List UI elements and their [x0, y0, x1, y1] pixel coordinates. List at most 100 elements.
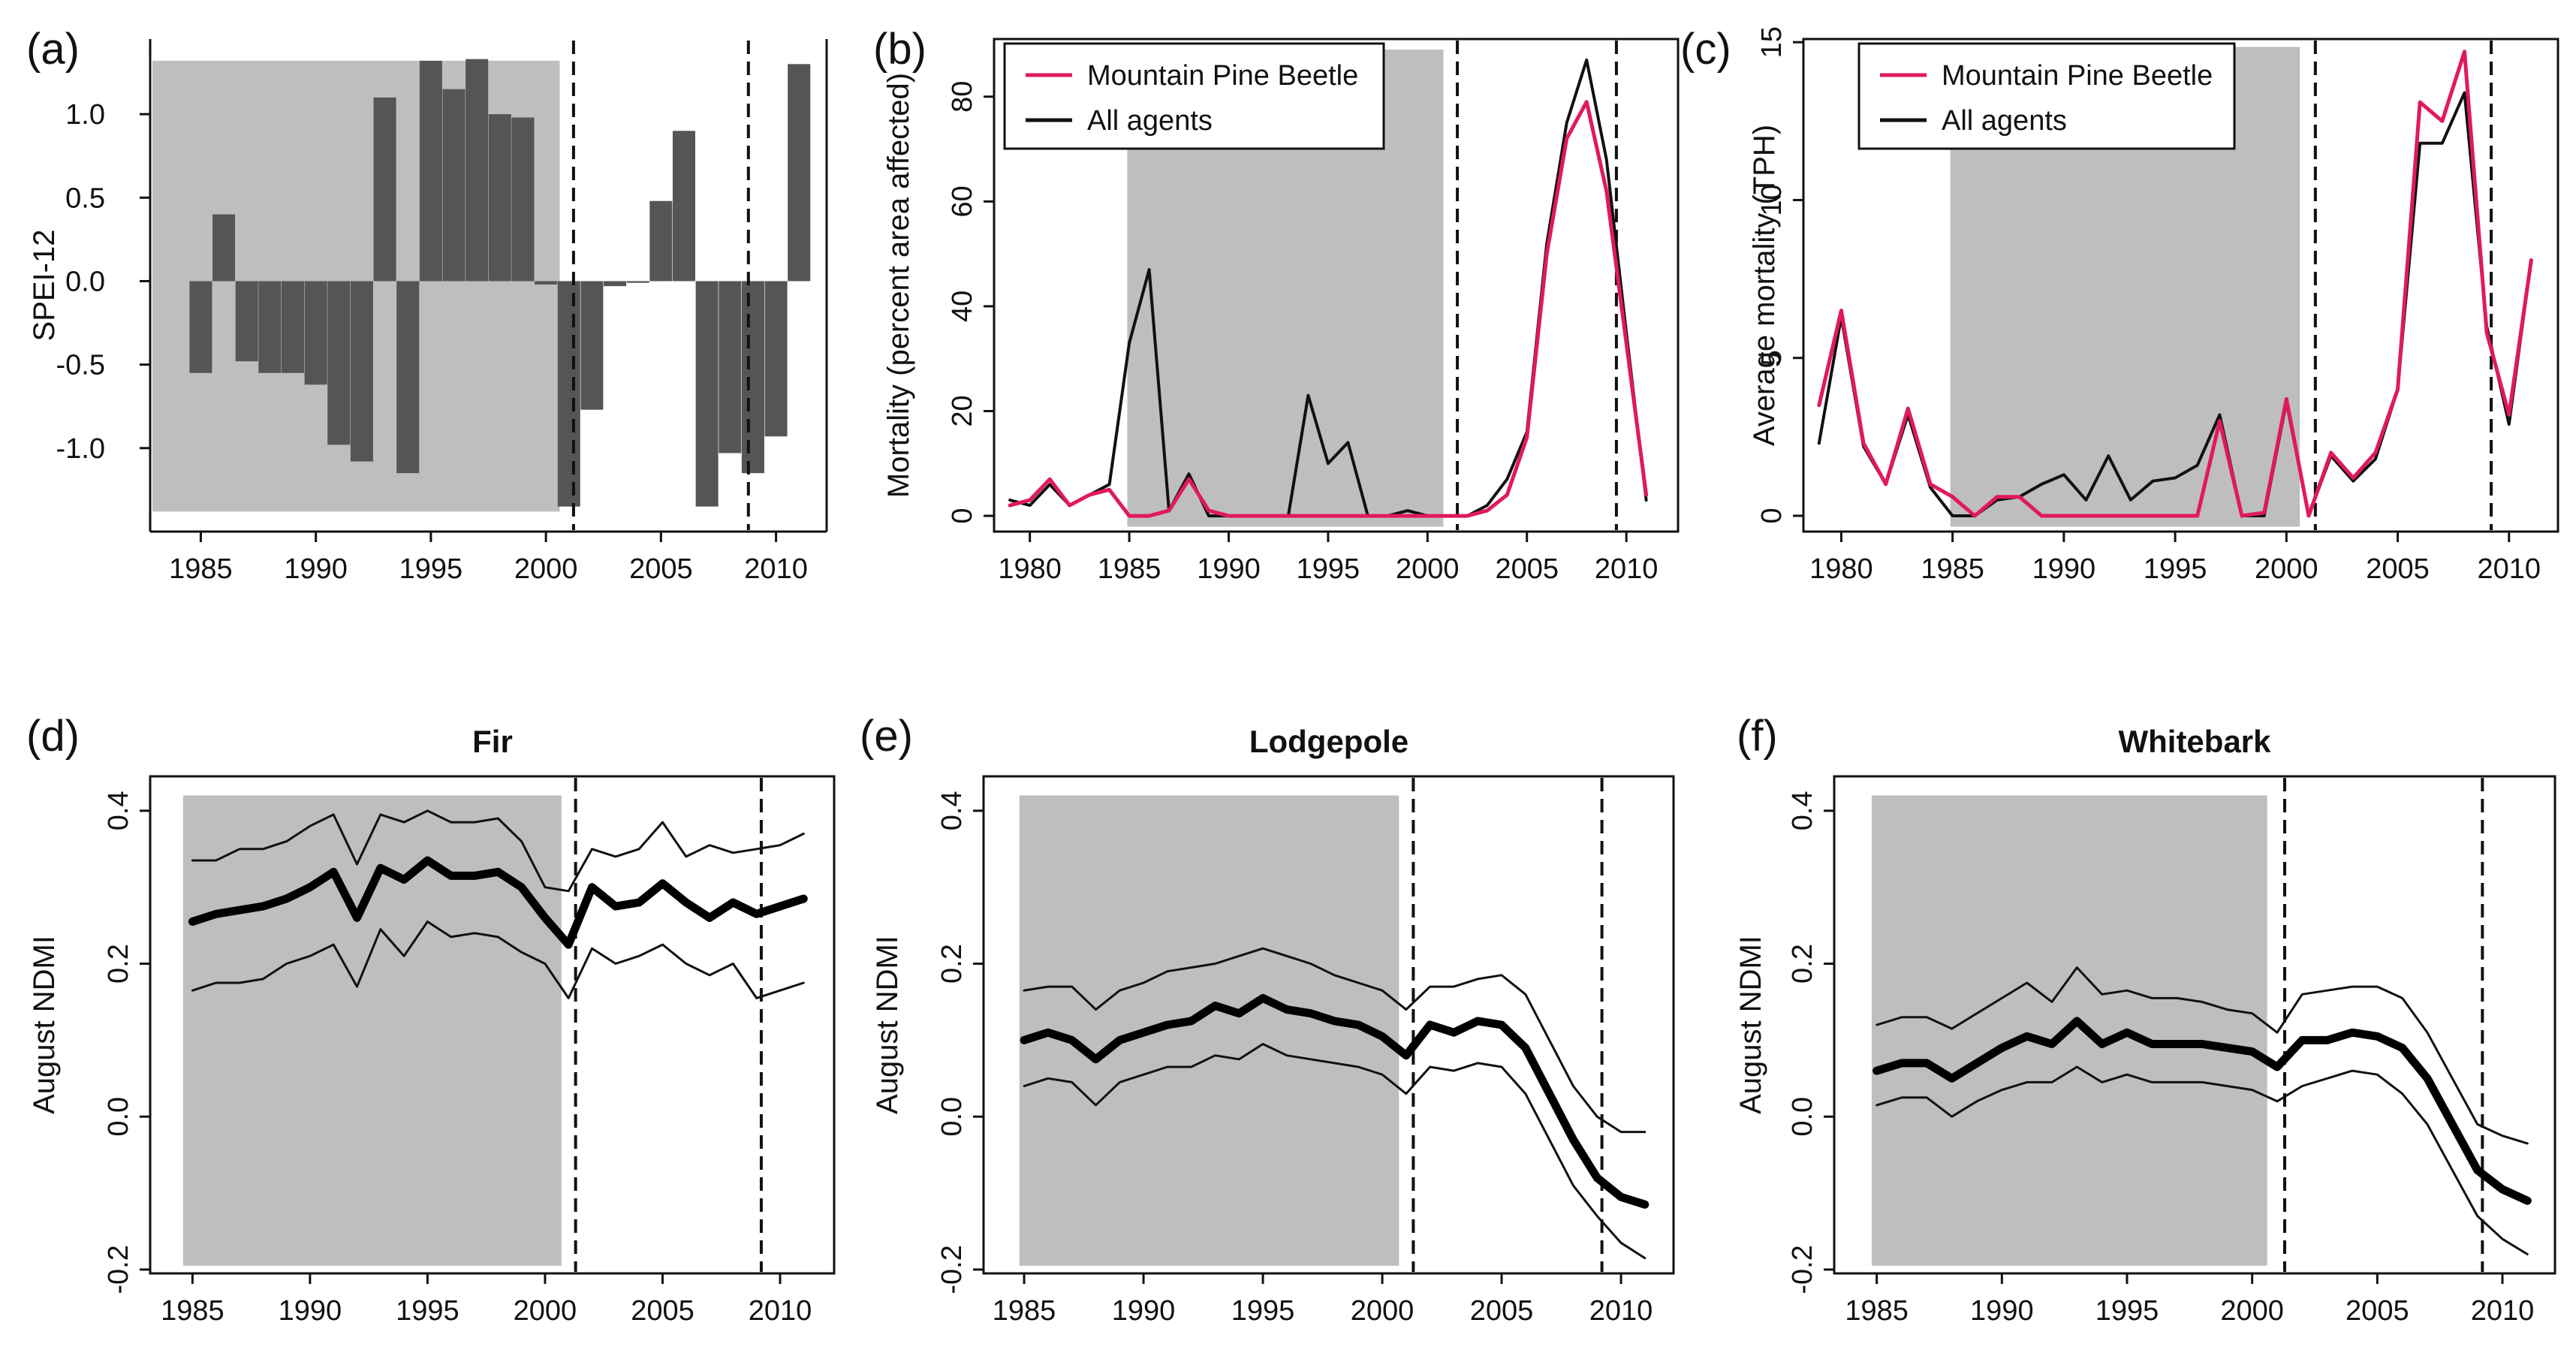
plot-frame [149, 775, 836, 1275]
y-tick-label: 0.0 [65, 266, 105, 297]
y-tick-label: 0 [1756, 508, 1788, 523]
x-tick-label: 1990 [284, 553, 348, 585]
x-tick-label: 2010 [2478, 553, 2541, 585]
legend-entry: Mountain Pine Beetle [1942, 60, 2213, 92]
series-line-upper-bound [1023, 947, 1647, 1134]
x-tick-label: 2010 [749, 1295, 812, 1327]
bar-1989 [281, 281, 305, 373]
x-tick-label: 2010 [744, 553, 808, 585]
series-line-mountain-pine-beetle [1008, 100, 1649, 518]
bar-2010 [764, 281, 788, 437]
x-tick-label: 1990 [1970, 1295, 2034, 1327]
bar-2004 [626, 281, 649, 283]
panel-d: (d) Fir 1985 1990 1995 2000 2005 2010 -0.2 0.0 0.2… [26, 712, 836, 1327]
bar-1986 [212, 214, 236, 282]
series-line-mountain-pine-beetle [1817, 50, 2533, 518]
y-tick-label: 20 [947, 395, 978, 426]
x-tick-label: 1990 [2032, 553, 2096, 585]
panel-f: (f) Whitebark 1985 1990 1995 2000 2005 2010 -0.2… [1734, 712, 2556, 1327]
bar-2000 [535, 281, 558, 285]
x-tick-label: 1990 [279, 1295, 342, 1327]
panel-b: (b) 1980 1985 1990 1995 2000 2005 2010 0 20 40 60 80… [873, 25, 1680, 585]
y-axis-title: SPEI-12 [28, 230, 61, 342]
bar-1992 [350, 281, 373, 462]
y-axis-title: August NDMI [1734, 936, 1767, 1114]
y-axis-title: August NDMI [28, 936, 61, 1114]
y-tick-label: -0.2 [103, 1245, 134, 1294]
x-tick-label: 1980 [998, 553, 1062, 585]
x-tick-label: 1980 [1809, 553, 1873, 585]
y-tick-label: -0.2 [936, 1245, 968, 1294]
x-tick-label: 2000 [1351, 1295, 1415, 1327]
bar-2006 [672, 131, 696, 282]
x-tick-label: 2005 [631, 1295, 694, 1327]
x-tick-label: 1985 [169, 553, 233, 585]
chart-title: Fir [472, 724, 513, 759]
x-tick-label: 1995 [396, 1295, 459, 1327]
bar-2003 [604, 281, 627, 287]
x-tick-label: 2000 [2255, 553, 2318, 585]
panel-label: (d) [26, 712, 80, 761]
y-tick-label: 60 [947, 185, 978, 217]
panel-a: (a) 1985 1990 1995 2000 2005 2010 -1.0 -0.5 0.0 0.… [26, 25, 828, 585]
x-tick-label: 1985 [1921, 553, 1984, 585]
x-tick-label: 1995 [1231, 1295, 1295, 1327]
plot-frame [982, 775, 1675, 1275]
x-tick-label: 2005 [2346, 1295, 2409, 1327]
chart-title: Whitebark [2118, 724, 2271, 759]
y-axis-title: Average mortality (TPH) [1748, 125, 1781, 446]
y-tick-label: -0.5 [56, 350, 105, 381]
legend-entry: Mountain Pine Beetle [1087, 60, 1358, 92]
panel-label: (c) [1680, 25, 1731, 74]
y-tick-label: 80 [947, 81, 978, 113]
shaded-period [1019, 795, 1399, 1266]
chart-title: Lodgepole [1249, 724, 1409, 759]
bar-1999 [511, 117, 535, 282]
series-line-lower-bound [191, 921, 805, 999]
y-tick-label: 0.5 [65, 182, 105, 214]
legend: Mountain Pine Beetle All agents [1003, 42, 1385, 150]
bar-1996 [442, 89, 465, 282]
x-tick-label: 2005 [629, 553, 693, 585]
legend-box [1857, 42, 2236, 150]
x-tick-label: 1985 [1845, 1295, 1909, 1327]
bar-1990 [304, 281, 327, 385]
series-line-upper-bound [191, 809, 805, 893]
y-tick-label: 0.2 [103, 944, 134, 984]
y-tick-label: 0.0 [103, 1097, 134, 1137]
bar-1997 [465, 59, 489, 282]
y-tick-label: -0.2 [1787, 1245, 1818, 1294]
x-tick-label: 1985 [1098, 553, 1161, 585]
bar-2008 [719, 281, 742, 453]
y-axis-title: Mortality (percent area affected) [882, 73, 915, 498]
bar-2001 [557, 281, 580, 507]
series-line-lower-bound [1023, 1043, 1647, 1260]
bar-1994 [396, 281, 420, 474]
bar-1991 [327, 281, 351, 445]
series-line-all-agents [1817, 91, 2533, 517]
y-tick-label: -1.0 [56, 433, 105, 465]
plot-frame [1833, 775, 2556, 1275]
legend-entry: All agents [1087, 105, 1213, 137]
panel-label: (e) [860, 712, 913, 761]
bar-1985 [189, 281, 212, 373]
bar-2011 [788, 64, 811, 282]
bar-2002 [580, 281, 604, 410]
series-line-upper-bound [1876, 966, 2529, 1145]
legend: Mountain Pine Beetle All agents [1857, 42, 2236, 150]
x-tick-label: 2005 [2366, 553, 2430, 585]
y-tick-label: 0.0 [1787, 1097, 1818, 1137]
y-tick-label: 40 [947, 291, 978, 322]
panel-c: (c) 1980 1985 1990 1995 2000 2005 2010 0 5 10 15 Ave… [1680, 25, 2559, 585]
x-tick-label: 2005 [1495, 553, 1559, 585]
x-tick-label: 1995 [1297, 553, 1360, 585]
bar-1998 [488, 114, 511, 282]
bar-2007 [695, 281, 719, 507]
y-tick-label: 0.4 [103, 791, 134, 830]
panel-label: (b) [873, 25, 926, 74]
x-tick-label: 1995 [2144, 553, 2207, 585]
series-line-mean [188, 856, 808, 949]
y-tick-label: 15 [1756, 26, 1788, 58]
legend-box [1003, 42, 1385, 150]
